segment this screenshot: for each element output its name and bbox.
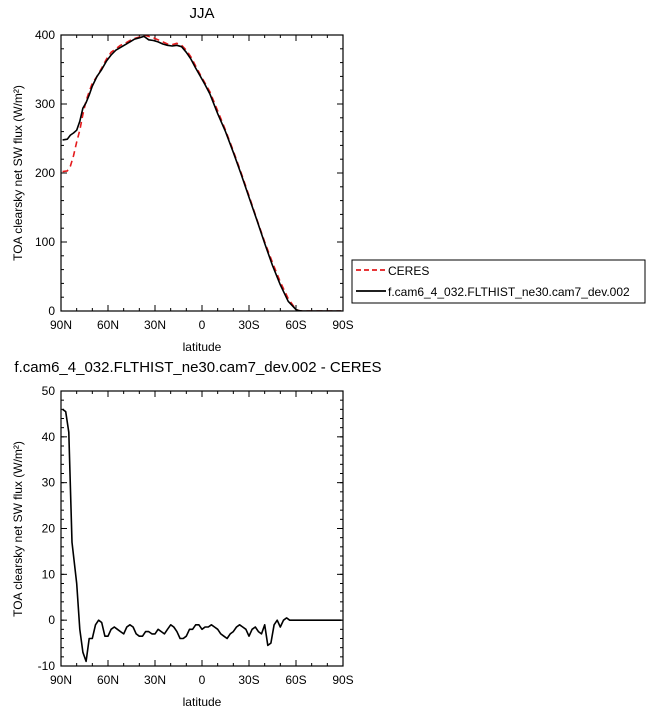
bottom-chart-ylabel: TOA clearsky net SW flux (W/m²) [11, 441, 25, 617]
bottom-xtick-label: 90N [50, 673, 72, 687]
top-ytick-label: 300 [35, 97, 55, 111]
legend-box [351, 259, 646, 304]
top-xtick-label: 90N [50, 318, 72, 332]
top-xtick-label: 30N [144, 318, 166, 332]
top-series-line-0 [62, 35, 342, 311]
top-chart-title: JJA [189, 5, 214, 22]
bottom-chart-xlabel: latitude [183, 695, 222, 709]
bottom-chart: f.cam6_4_032.FLTHIST_ne30.cam7_dev.002 -… [11, 359, 382, 709]
bottom-xtick-label: 30S [238, 673, 259, 687]
bottom-ytick-label: 40 [42, 430, 56, 444]
top-ylabel-main: TOA clearsky net SW flux (W/m²) [11, 85, 25, 261]
top-xtick-label: 60N [97, 318, 119, 332]
bottom-xtick-label: 60S [285, 673, 306, 687]
bottom-chart-title: f.cam6_4_032.FLTHIST_ne30.cam7_dev.002 -… [14, 359, 381, 376]
top-chart-ylabel: TOA clearsky net SW flux (W/m²) [11, 85, 25, 261]
bottom-xtick-label: 30N [144, 673, 166, 687]
top-chart-ticks: 90N 60N 30N 0 30S 60S 90S 0 100 200 300 400 [35, 28, 354, 332]
bottom-chart-series [62, 408, 342, 663]
bottom-chart-ticks: 90N 60N 30N 0 30S 60S 90S -10 0 10 20 30 40 50 [38, 384, 354, 687]
top-ytick-label: 100 [35, 235, 55, 249]
top-chart-frame [60, 34, 344, 312]
top-ytick-label: 200 [35, 166, 55, 180]
bottom-ytick-label: 0 [48, 613, 55, 627]
top-ytick-label: 0 [48, 304, 55, 318]
legend-ceres-label: CERES [388, 264, 429, 278]
bottom-xtick-label: 0 [199, 673, 206, 687]
top-chart: JJA TOA clearsky net SW flux (W/m²) lati… [11, 5, 354, 354]
bottom-xtick-label: 60N [97, 673, 119, 687]
top-ytick-label: 400 [35, 28, 55, 42]
bottom-chart-frame [60, 390, 344, 667]
top-xtick-label: 0 [199, 318, 206, 332]
top-xtick-label: 90S [332, 318, 353, 332]
top-series-line-1 [62, 35, 342, 311]
top-chart-series [62, 35, 342, 311]
legend: CERES f.cam6_4_032.FLTHIST_ne30.cam7_dev… [351, 259, 646, 304]
bottom-ytick-label: 30 [42, 476, 56, 490]
bottom-series-line-0 [62, 408, 342, 663]
bottom-xtick-label: 90S [332, 673, 353, 687]
bottom-ytick-label: 50 [42, 384, 56, 398]
bottom-ytick-label: 10 [42, 567, 56, 581]
legend-model-label: f.cam6_4_032.FLTHIST_ne30.cam7_dev.002 [388, 285, 630, 299]
top-chart-xlabel: latitude [183, 340, 222, 354]
top-xtick-label: 60S [285, 318, 306, 332]
bottom-ytick-label: 20 [42, 522, 56, 536]
top-xtick-label: 30S [238, 318, 259, 332]
bottom-ylabel-main: TOA clearsky net SW flux (W/m²) [11, 441, 25, 617]
bottom-ytick-label: -10 [38, 659, 56, 673]
